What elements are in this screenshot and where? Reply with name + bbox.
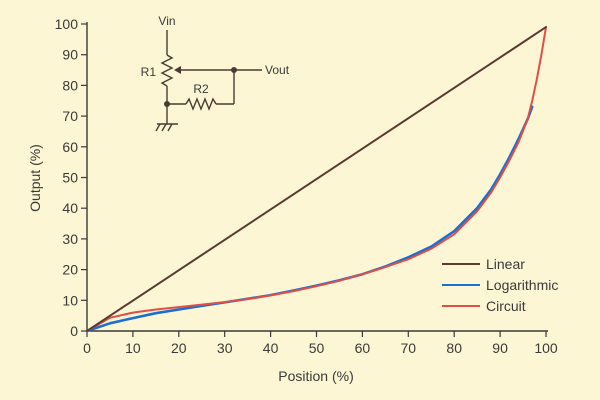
circuit-schematic: Vin Vout R1 R2: [141, 14, 290, 132]
y-axis-label: Output (%): [27, 144, 43, 212]
y-tick-label: 80: [62, 77, 78, 93]
vout-label: Vout: [265, 63, 290, 77]
r2-label: R2: [193, 82, 209, 96]
r1-r2-node: [164, 101, 170, 107]
y-tick-label: 20: [62, 262, 78, 278]
legend-label-logarithmic: Logarithmic: [486, 277, 558, 293]
axes: 0 10 20 30 40 50 60 70 80 90 100 0 10 20 30 40 50 60 70 80 9…: [55, 16, 558, 356]
r2-resistor: [185, 97, 217, 111]
y-tick-label: 60: [62, 139, 78, 155]
y-tick-label: 40: [62, 200, 78, 216]
y-tick-label: 50: [62, 170, 78, 186]
series-layer: [85, 26, 547, 333]
x-tick-label: 80: [446, 340, 462, 356]
y-tick-label: 70: [62, 108, 78, 124]
r1-resistor: [160, 54, 174, 87]
y-tick-label: 0: [70, 323, 78, 339]
y-tick-label: 30: [62, 231, 78, 247]
x-axis-label: Position (%): [278, 368, 353, 384]
r1-label: R1: [141, 65, 157, 79]
series-line-linear: [86, 26, 547, 332]
series-line-circuit: [86, 26, 547, 332]
x-tick-label: 90: [492, 340, 508, 356]
y-tick-label: 100: [55, 16, 79, 32]
x-tick-label: 40: [263, 340, 279, 356]
vout-node: [231, 67, 237, 73]
legend-label-linear: Linear: [486, 256, 525, 272]
x-tick-label: 20: [171, 340, 187, 356]
vin-label: Vin: [158, 14, 175, 28]
x-tick-label: 70: [401, 340, 417, 356]
ground-icon: [155, 123, 173, 132]
legend: Linear Logarithmic Circuit: [442, 256, 558, 314]
y-tick-label: 90: [62, 47, 78, 63]
x-tick-label: 30: [217, 340, 233, 356]
legend-label-circuit: Circuit: [486, 298, 526, 314]
x-tick-label: 50: [309, 340, 325, 356]
y-tick-label: 10: [62, 292, 78, 308]
x-tick-label: 10: [125, 340, 141, 356]
x-tick-label: 100: [534, 340, 558, 356]
x-tick-label: 60: [355, 340, 371, 356]
x-tick-label: 0: [83, 340, 91, 356]
wiper-arrow-icon: [174, 66, 181, 74]
